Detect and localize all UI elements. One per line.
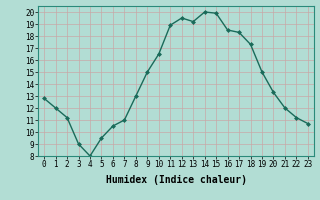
X-axis label: Humidex (Indice chaleur): Humidex (Indice chaleur) <box>106 175 246 185</box>
